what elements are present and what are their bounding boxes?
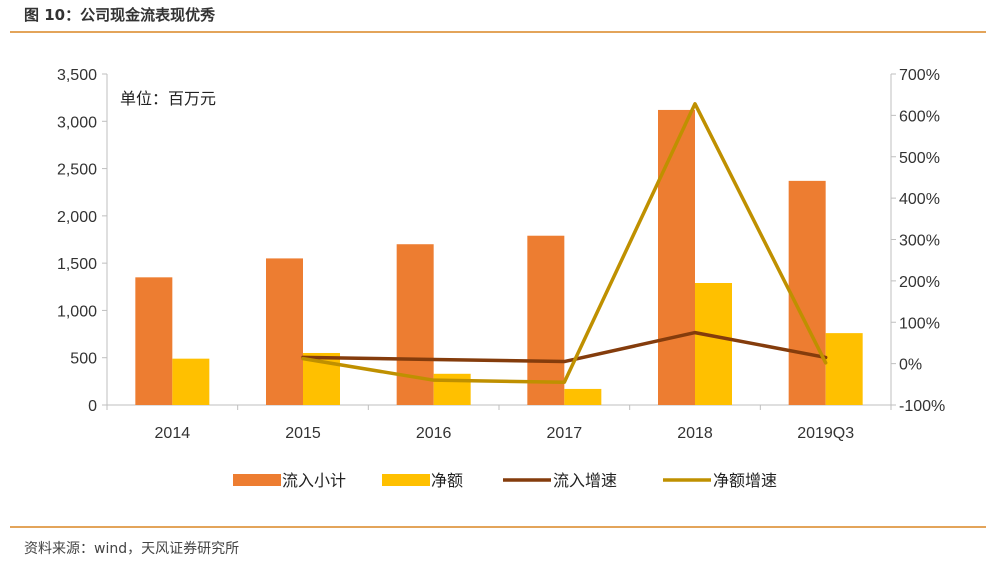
left-tick-label: 1,500 bbox=[57, 256, 97, 273]
right-tick-label: 200% bbox=[899, 274, 940, 291]
x-tick-label: 2019Q3 bbox=[797, 425, 854, 442]
legend-item: 净额增速 bbox=[663, 471, 777, 490]
source-note: 资料来源：wind，天风证券研究所 bbox=[24, 541, 240, 557]
right-tick-label: 300% bbox=[899, 233, 940, 250]
x-tick-label: 2015 bbox=[285, 425, 321, 442]
bar-净额 bbox=[172, 358, 210, 405]
bar-净额 bbox=[695, 283, 732, 405]
line-净额增速 bbox=[301, 102, 828, 384]
right-tick-label: 400% bbox=[899, 191, 940, 208]
x-tick-label: 2018 bbox=[677, 425, 713, 442]
legend-swatch bbox=[233, 474, 281, 486]
right-tick-label: -100% bbox=[899, 398, 945, 415]
source-divider bbox=[10, 526, 986, 528]
bar-流入小计 bbox=[788, 180, 826, 405]
legend-label: 净额增速 bbox=[713, 471, 777, 490]
lines bbox=[301, 102, 828, 384]
bar-流入小计 bbox=[527, 235, 565, 405]
bar-净额 bbox=[564, 388, 602, 405]
left-tick-label: 1,000 bbox=[57, 303, 97, 320]
bar-流入小计 bbox=[266, 258, 303, 405]
right-tick-label: 0% bbox=[899, 357, 922, 374]
legend: 流入小计 净额 流入增速 净额增速 bbox=[233, 471, 777, 490]
title-divider bbox=[10, 31, 986, 33]
bar-净额 bbox=[433, 373, 471, 405]
left-tick-label: 0 bbox=[88, 398, 97, 415]
x-tick-label: 2017 bbox=[547, 425, 583, 442]
unit-label: 单位：百万元 bbox=[120, 89, 216, 108]
bar-净额 bbox=[825, 333, 863, 405]
legend-swatch bbox=[382, 474, 430, 486]
left-tick-label: 3,500 bbox=[57, 67, 97, 84]
legend-item: 流入增速 bbox=[503, 471, 617, 490]
figure-title: 图 10：公司现金流表现优秀 bbox=[24, 6, 216, 24]
x-tick-label: 2016 bbox=[416, 425, 452, 442]
bar-流入小计 bbox=[658, 109, 695, 406]
left-tick-label: 2,000 bbox=[57, 209, 97, 226]
left-tick-label: 500 bbox=[70, 351, 97, 368]
left-tick-label: 3,000 bbox=[57, 114, 97, 131]
bars bbox=[135, 109, 863, 406]
left-tick-label: 2,500 bbox=[57, 162, 97, 179]
right-tick-label: 700% bbox=[899, 67, 940, 84]
legend-label: 流入增速 bbox=[553, 471, 617, 490]
right-tick-label: 600% bbox=[899, 108, 940, 125]
legend-label: 流入小计 bbox=[282, 471, 346, 490]
bar-流入小计 bbox=[135, 277, 173, 405]
x-tick-label: 2014 bbox=[155, 425, 191, 442]
legend-item: 流入小计 bbox=[233, 471, 346, 490]
legend-label: 净额 bbox=[431, 471, 463, 490]
right-tick-label: 500% bbox=[899, 150, 940, 167]
line-流入增速 bbox=[301, 330, 828, 364]
legend-item: 净额 bbox=[382, 471, 463, 490]
right-tick-label: 100% bbox=[899, 315, 940, 332]
axes: 0 500 1,000 1,500 2,000 2,500 3,000 3,500 -100% 0… bbox=[57, 67, 945, 442]
